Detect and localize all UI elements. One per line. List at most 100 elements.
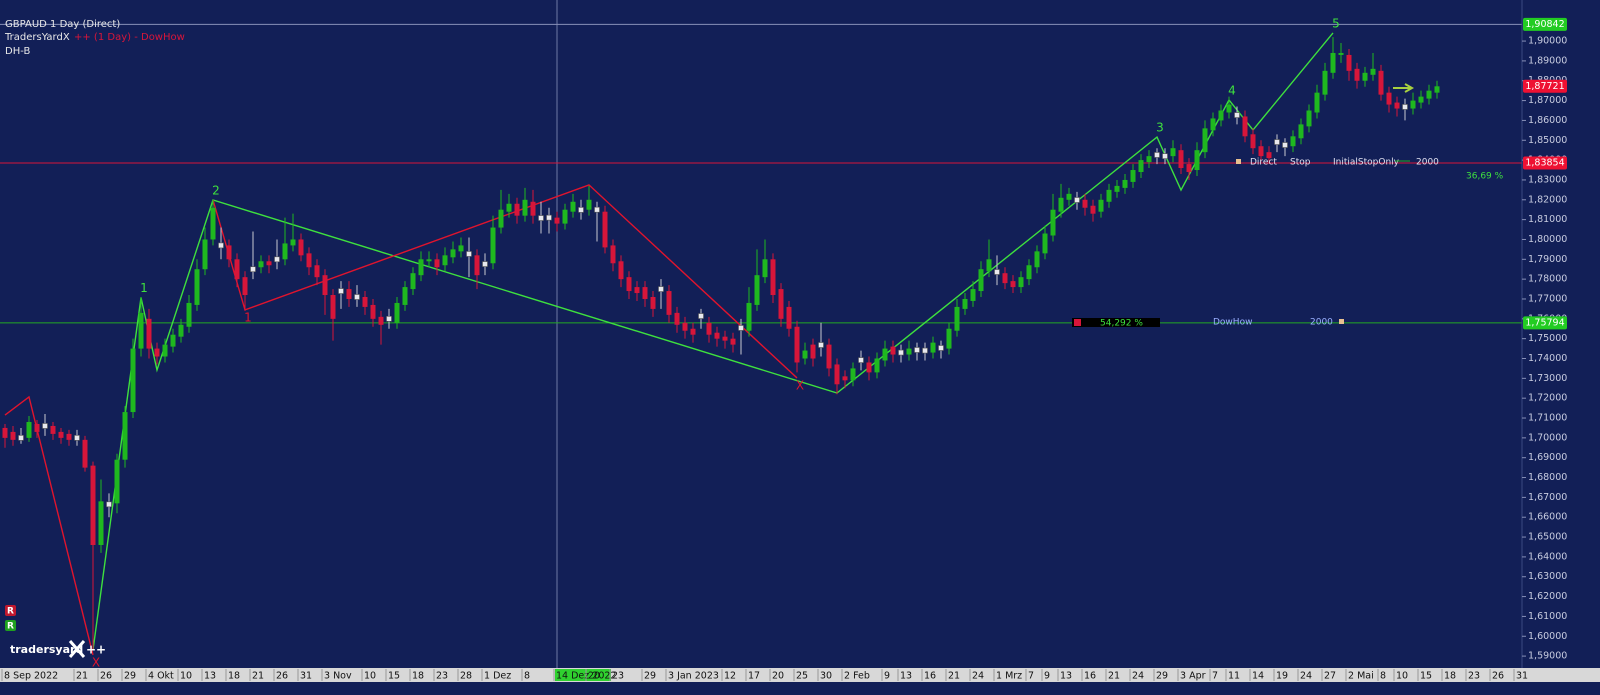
y-tick-label: 1,70000 — [1528, 432, 1567, 443]
x-tick-label: 26 — [1492, 671, 1504, 682]
arrow — [1393, 83, 1415, 93]
y-tick-label: 1,65000 — [1528, 532, 1567, 543]
candle-body — [26, 421, 32, 438]
candle-body — [634, 287, 640, 294]
y-tick-label: 1,64000 — [1528, 551, 1567, 562]
candle-body — [602, 211, 608, 248]
candle-body — [490, 227, 496, 264]
candle-body — [1122, 179, 1128, 188]
candle-body — [522, 199, 528, 216]
x-tick-label: 8 Sep 2022 — [4, 671, 58, 682]
candle-body — [298, 239, 304, 256]
x-tick-label: 4 Okt — [148, 671, 174, 682]
wave-label: 1 — [244, 310, 252, 324]
x-tick-label: 23 — [1468, 671, 1480, 682]
x-tick-label: 3 Nov — [324, 671, 352, 682]
candle-body — [1002, 273, 1008, 284]
candle-body — [42, 423, 48, 429]
chart-title: GBPAUD 1 Day (Direct) — [5, 19, 120, 30]
y-tick-label: 1,80000 — [1528, 234, 1567, 245]
candle-body — [1186, 164, 1192, 173]
candle-body — [946, 328, 952, 349]
wave-label: 4 — [1228, 83, 1236, 97]
x-tick-label: 23 — [612, 671, 624, 682]
candle-body — [1218, 110, 1224, 121]
candle-body — [674, 312, 680, 325]
candle-body — [1434, 86, 1440, 93]
candle-body — [1362, 72, 1368, 81]
x-tick-label: 29 — [124, 671, 136, 682]
candle-body — [90, 465, 96, 545]
candle-body — [1354, 68, 1360, 81]
wave-label: X — [796, 378, 804, 392]
logo-mark-text: ++ — [86, 643, 106, 657]
y-tick-label: 1,79000 — [1528, 254, 1567, 265]
x-tick-label: 10 — [180, 671, 192, 682]
candle-body — [1314, 92, 1320, 113]
x-tick-label: 3 Apr — [1180, 671, 1206, 682]
y-tick-label: 1,86000 — [1528, 115, 1567, 126]
candle-body — [1130, 170, 1136, 182]
candle-body — [650, 296, 656, 309]
icon — [1236, 159, 1241, 164]
x-tick-label: 11 — [1228, 671, 1240, 682]
x-tick-label: 18 — [228, 671, 240, 682]
candle-body — [1306, 110, 1312, 127]
candle-body — [578, 207, 584, 213]
candle-body — [1266, 152, 1272, 159]
candle-body — [834, 364, 840, 385]
candle-body — [786, 306, 792, 329]
y-tick-label: 1,69000 — [1528, 452, 1567, 463]
y-tick-label: 1,59000 — [1528, 651, 1567, 662]
candle-body — [962, 298, 968, 309]
candle-body — [506, 203, 512, 212]
candle-body — [482, 261, 488, 267]
candle-body — [586, 199, 592, 210]
x-tick-label: 21 — [252, 671, 264, 682]
x-highlight — [555, 669, 611, 681]
candle-body — [106, 501, 112, 508]
candle-body — [1146, 156, 1152, 163]
y-tick-label: 1,90000 — [1528, 36, 1567, 47]
candle-body — [530, 201, 536, 216]
candle-body — [1322, 70, 1328, 95]
x-tick-label: 29 — [644, 671, 656, 682]
candle-body — [370, 304, 376, 319]
candle-body — [642, 287, 648, 299]
wave-line — [4, 395, 94, 656]
x-tick-label: 29 — [1156, 671, 1168, 682]
y-tick-label: 1,72000 — [1528, 393, 1567, 404]
candle-body — [498, 209, 504, 228]
y-tick-label: 1,66000 — [1528, 512, 1567, 523]
candle-body — [274, 256, 280, 263]
candle-body — [1370, 68, 1376, 75]
candle-body — [826, 344, 832, 369]
candle-body — [450, 249, 456, 258]
candle-body — [1082, 199, 1088, 208]
x-tick-label: 1 Mrz — [996, 671, 1022, 682]
candle-body — [458, 245, 464, 252]
y-tick-label: 1,81000 — [1528, 214, 1567, 225]
x-tick-label: 25 — [796, 671, 808, 682]
annotation: 2000 — [1416, 158, 1439, 168]
wave-label: X — [92, 655, 100, 669]
x-tick-label: 27 — [1324, 671, 1336, 682]
wave-label: 5 — [1332, 16, 1340, 30]
y-tick-label: 1,60000 — [1528, 631, 1567, 642]
x-tick-label: 18 — [412, 671, 424, 682]
candle-body — [994, 269, 1000, 275]
x-tick-label: 18 — [1444, 671, 1456, 682]
candle-body — [202, 239, 208, 270]
x-tick-label: 8 — [1380, 671, 1386, 682]
candle-body — [538, 215, 544, 221]
candle-body — [1386, 92, 1392, 105]
candle-body — [1050, 209, 1056, 236]
x-tick-label: 10 — [1396, 671, 1408, 682]
candle-body — [402, 287, 408, 305]
candle-body — [1090, 205, 1096, 214]
candle-body — [394, 302, 400, 323]
candle-body — [186, 302, 192, 327]
candle-body — [386, 316, 392, 322]
candle-body — [802, 350, 808, 359]
